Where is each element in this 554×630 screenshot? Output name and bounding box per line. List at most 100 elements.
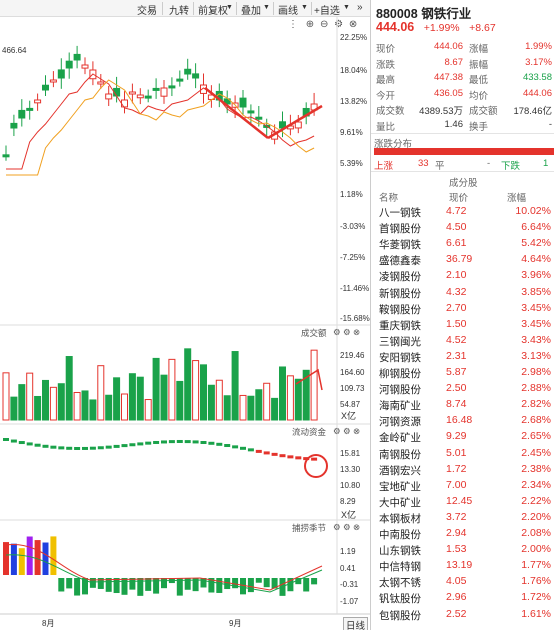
chevron-up-icon[interactable]: ⋮ xyxy=(288,19,298,30)
component-row[interactable]: 中南股份 2.94 2.08% xyxy=(371,527,554,542)
volume-bar xyxy=(26,372,34,421)
chevron-down-icon[interactable]: ▼ xyxy=(301,4,308,11)
chart-area[interactable] xyxy=(0,0,370,630)
volume-bar xyxy=(192,360,200,421)
component-row[interactable]: 新钢股份 4.32 3.85% xyxy=(371,286,554,301)
volume-bar xyxy=(302,369,310,421)
stock-name: 钢铁行业 xyxy=(421,7,472,21)
plus-icon[interactable]: ⊕ xyxy=(305,19,315,30)
header-price[interactable]: 现价 xyxy=(449,193,469,204)
component-row[interactable]: 柳钢股份 5.87 2.98% xyxy=(371,366,554,381)
component-change: 3.85% xyxy=(521,285,551,298)
component-change: 2.45% xyxy=(521,446,551,459)
toolbar-trade[interactable]: 交易 xyxy=(137,6,157,17)
component-name: 南钢股份 xyxy=(379,448,421,461)
component-row[interactable]: 本钢板材 3.72 2.20% xyxy=(371,511,554,526)
component-row[interactable]: 山东钢铁 1.53 2.00% xyxy=(371,543,554,558)
settings-icon[interactable]: ⚙ xyxy=(334,19,344,30)
component-price: 2.96 xyxy=(446,591,467,604)
season-bar xyxy=(129,578,136,590)
season-bar xyxy=(247,578,254,593)
component-name: 中信特钢 xyxy=(379,561,421,574)
chart-toolbar: 交易 九转 前复权 ▼ 叠加 ▼ 画线 ▼ +自选 ▼ » xyxy=(0,0,370,17)
component-price: 2.52 xyxy=(446,607,467,620)
volume-bar xyxy=(73,391,81,421)
season-y-tick: 0.41 xyxy=(340,564,356,573)
flow-mark xyxy=(192,440,199,444)
volume-bar xyxy=(286,375,294,421)
stat-label: 换手 xyxy=(469,121,489,133)
close-icon[interactable]: ⊗ xyxy=(348,19,358,30)
component-row[interactable]: 南钢股份 5.01 2.45% xyxy=(371,447,554,462)
chevron-down-icon[interactable]: ▼ xyxy=(343,4,350,11)
component-row[interactable]: 中信特钢 13.19 1.77% xyxy=(371,559,554,574)
chevron-down-icon[interactable]: ▼ xyxy=(226,4,233,11)
component-row[interactable]: 酒钢宏兴 1.72 2.38% xyxy=(371,463,554,478)
season-bar xyxy=(82,578,88,595)
volume-bar xyxy=(128,373,136,421)
settings-icon[interactable]: ⚙ ⚙ ⊗ xyxy=(333,327,361,337)
season-bar xyxy=(287,578,294,592)
component-row[interactable]: 鞍钢股份 2.70 3.45% xyxy=(371,302,554,317)
season-line xyxy=(5,543,323,591)
component-price: 36.79 xyxy=(446,253,473,266)
component-row[interactable]: 首钢股份 4.50 6.64% xyxy=(371,221,554,236)
more-icon[interactable]: » xyxy=(357,2,363,13)
component-row[interactable]: 盛德鑫泰 36.79 4.64% xyxy=(371,253,554,268)
component-row[interactable]: 钒钛股份 2.96 1.72% xyxy=(371,591,554,606)
volume-y-tick: 219.46 xyxy=(340,351,365,360)
season-bar xyxy=(105,578,112,592)
season-bar xyxy=(295,578,302,585)
component-row[interactable]: 大中矿业 12.45 2.22% xyxy=(371,495,554,510)
period-button[interactable]: 日线 xyxy=(343,617,369,630)
candle xyxy=(192,73,200,79)
component-row[interactable]: 河钢资源 16.48 2.68% xyxy=(371,414,554,429)
volume-arrow xyxy=(295,368,323,391)
kline-y-tick: -3.03% xyxy=(340,222,366,231)
season-bar xyxy=(89,578,96,588)
toolbar-nine-turn[interactable]: 九转 xyxy=(169,6,189,17)
toolbar-overlay[interactable]: 叠加 xyxy=(241,6,261,17)
minus-icon[interactable]: ⊖ xyxy=(319,19,329,30)
component-row[interactable]: 安阳钢铁 2.31 3.13% xyxy=(371,350,554,365)
component-row[interactable]: 包钢股份 2.52 1.61% xyxy=(371,608,554,623)
down-label: 下跌 xyxy=(501,161,521,172)
component-name: 安阳钢铁 xyxy=(379,351,421,364)
season-bar xyxy=(184,578,191,590)
component-row[interactable]: 河钢股份 2.50 2.88% xyxy=(371,382,554,397)
header-change[interactable]: 涨幅 xyxy=(507,193,527,204)
component-change: 2.65% xyxy=(521,430,551,443)
component-row[interactable]: 凌钢股份 2.10 3.96% xyxy=(371,269,554,284)
flow-mark xyxy=(279,454,286,458)
chevron-down-icon[interactable]: ▼ xyxy=(263,4,270,11)
season-y-tick: -1.07 xyxy=(340,597,359,606)
header-name[interactable]: 名称 xyxy=(379,193,399,204)
flow-mark xyxy=(224,444,231,448)
flow-mark xyxy=(184,440,191,444)
component-row[interactable]: 重庆钢铁 1.50 3.45% xyxy=(371,318,554,333)
component-change: 2.98% xyxy=(521,366,551,378)
candle xyxy=(294,121,302,129)
component-row[interactable]: 太钢不锈 4.05 1.76% xyxy=(371,575,554,590)
flow-mark xyxy=(271,452,278,456)
toolbar-draw[interactable]: 画线 xyxy=(278,6,298,17)
season-bar xyxy=(161,578,167,589)
component-name: 太钢不锈 xyxy=(379,577,421,590)
component-row[interactable]: 宝地矿业 7.00 2.34% xyxy=(371,479,554,494)
toolbar-adjust[interactable]: 前复权 xyxy=(198,6,228,17)
quote-panel: 880008 钢铁行业 444.06 +1.99% +8.67 现价 444.06… xyxy=(371,0,554,630)
volume-bar xyxy=(18,384,26,421)
candle xyxy=(57,69,65,79)
settings-icon[interactable]: ⚙ ⚙ ⊗ xyxy=(333,426,361,436)
component-row[interactable]: 海南矿业 8.74 2.82% xyxy=(371,398,554,413)
component-row[interactable]: 华菱钢铁 6.61 5.42% xyxy=(371,237,554,252)
component-name: 中南股份 xyxy=(379,529,421,541)
component-row[interactable]: 金岭矿业 9.29 2.65% xyxy=(371,430,554,445)
component-change: 5.42% xyxy=(521,237,551,250)
component-price: 8.74 xyxy=(446,398,467,411)
component-row[interactable]: 三钢闽光 4.52 3.43% xyxy=(371,334,554,349)
settings-icon[interactable]: ⚙ ⚙ ⊗ xyxy=(333,522,361,532)
self-select-button[interactable]: +自选 xyxy=(314,6,340,17)
component-row[interactable]: 八一钢铁 4.72 10.02% xyxy=(371,205,554,220)
stock-code: 880008 xyxy=(376,7,418,21)
